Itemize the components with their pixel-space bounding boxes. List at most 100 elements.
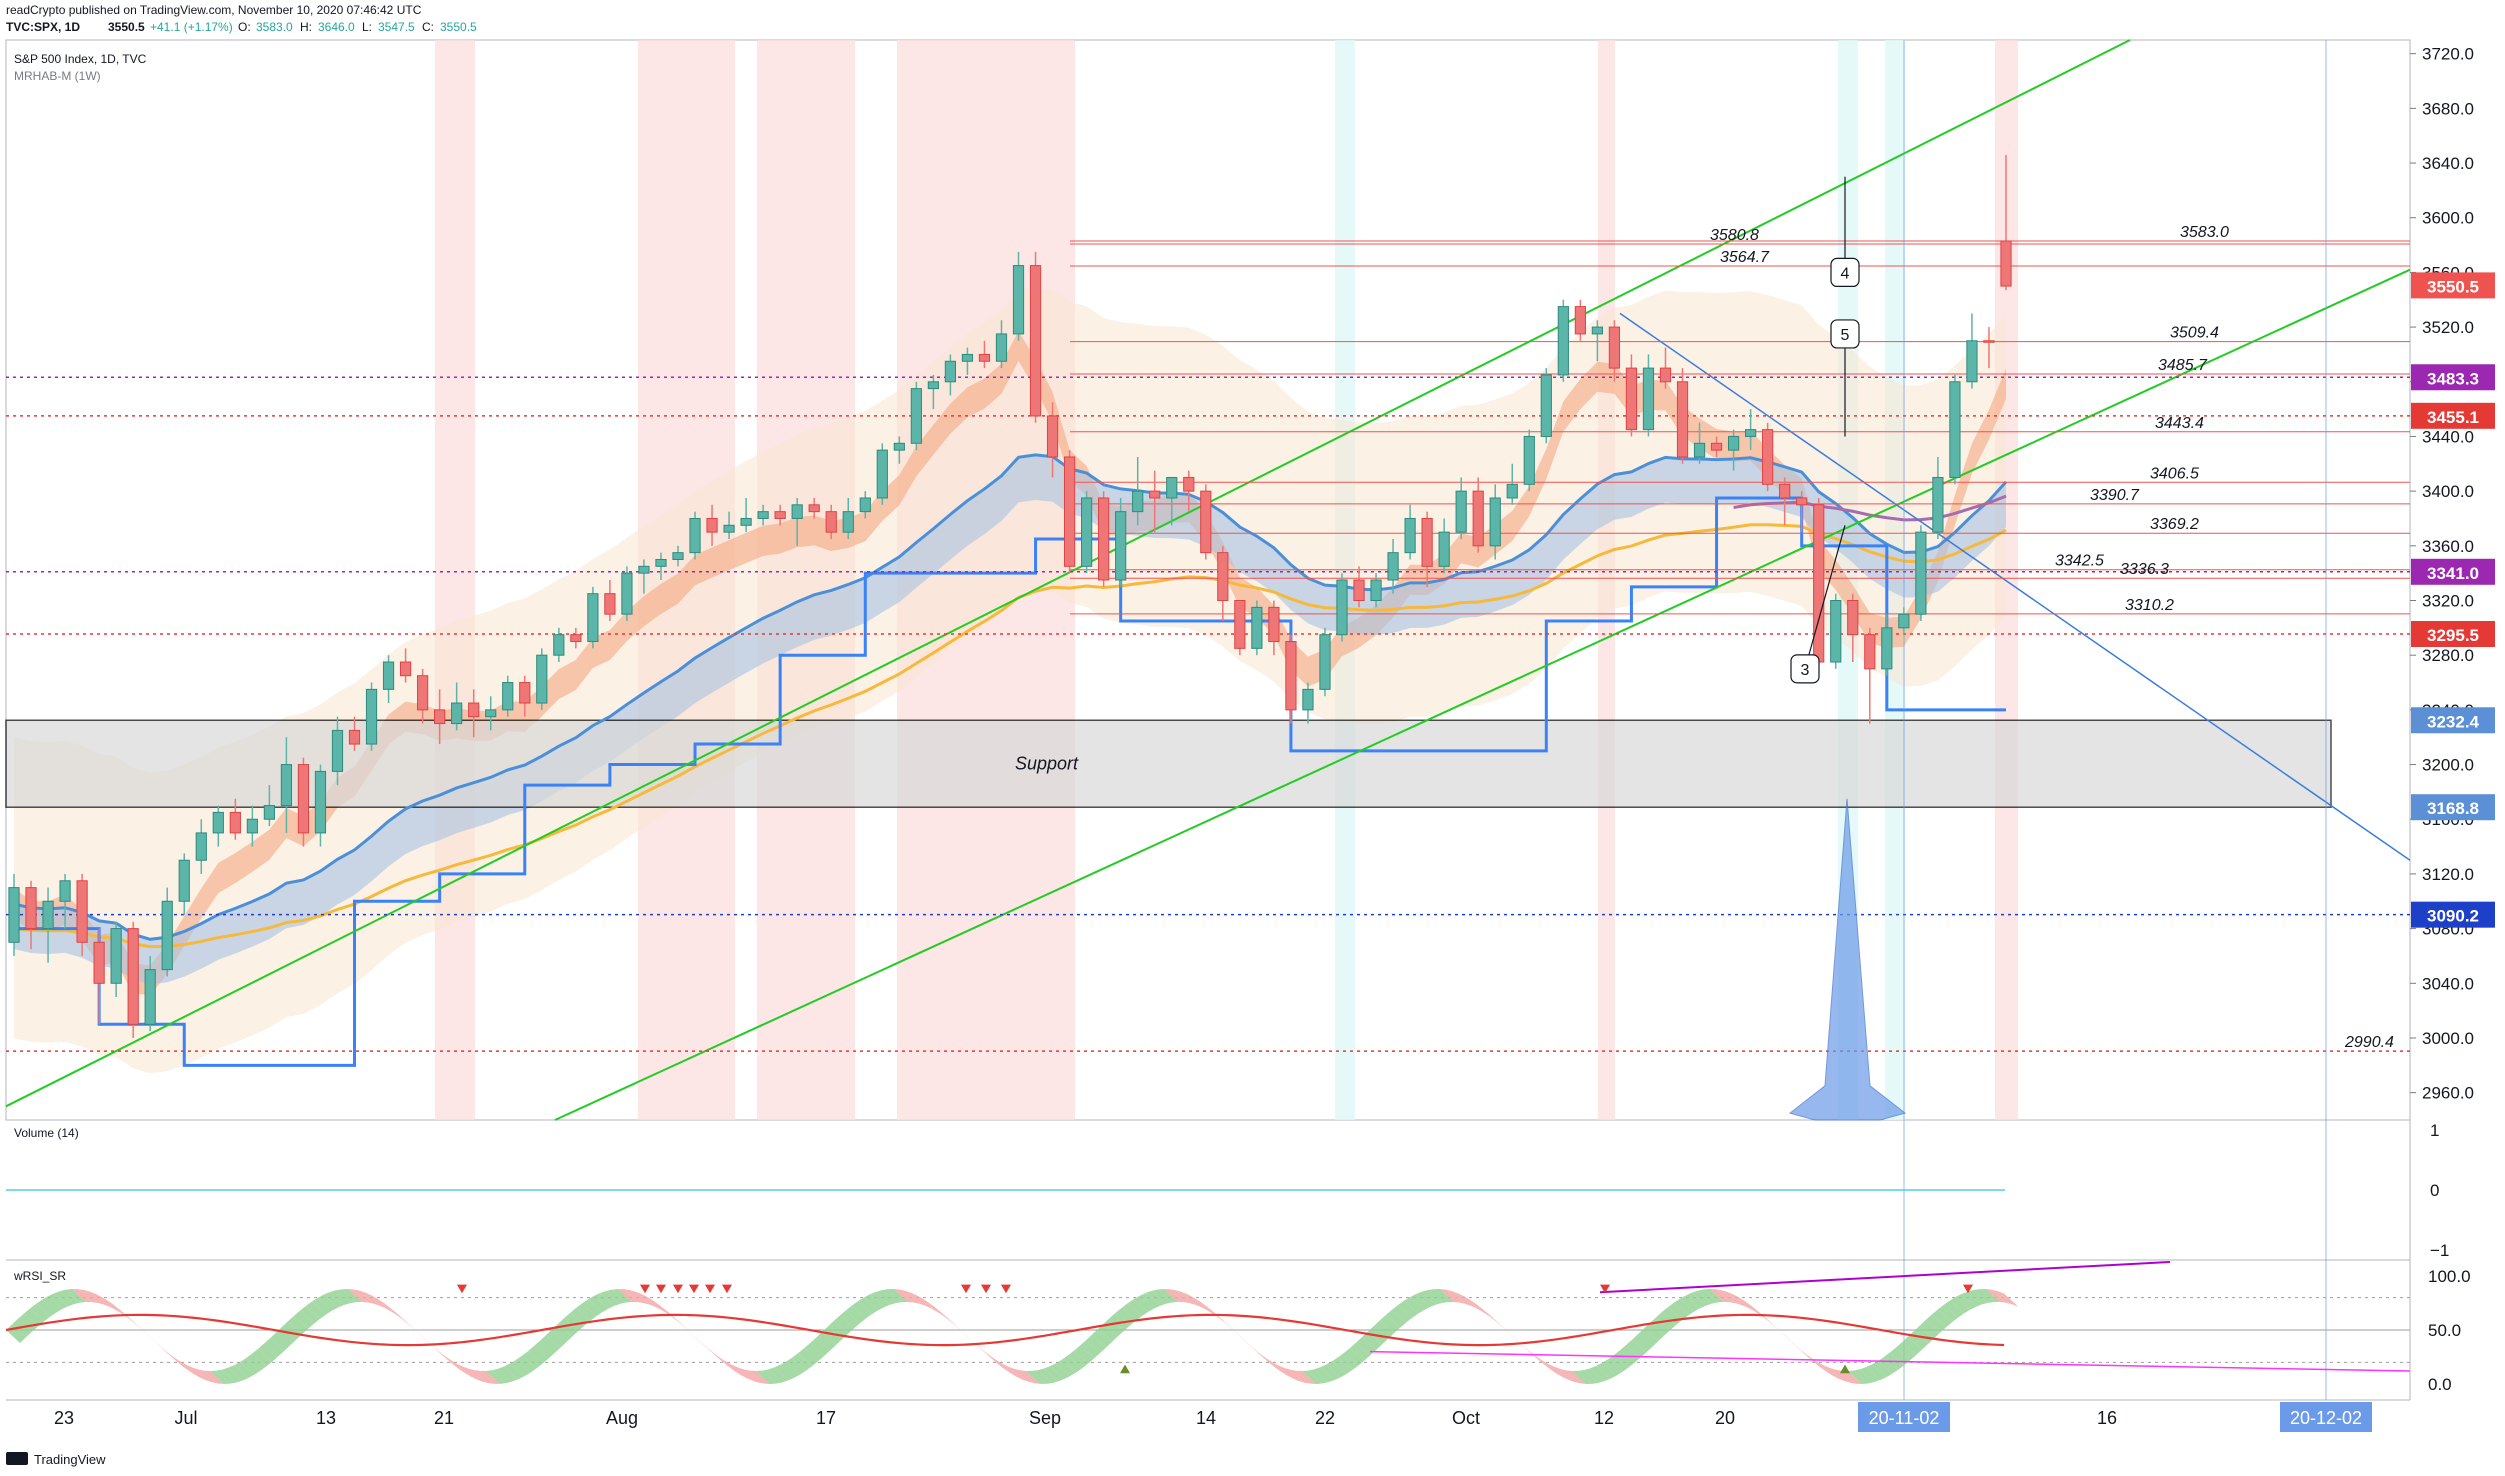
candle-body xyxy=(1353,579,1365,602)
highlight-band xyxy=(435,40,475,1120)
candle xyxy=(1693,422,1706,464)
rsi-ribbon-segment xyxy=(222,1367,242,1383)
x-tick-label: 20 xyxy=(1715,1408,1735,1428)
candle-body xyxy=(1166,476,1178,499)
rsi-ribbon-segment xyxy=(1248,1343,1268,1362)
rsi-ribbon-segment xyxy=(1896,1342,1916,1361)
price-tag-box xyxy=(2411,794,2495,821)
candle-body xyxy=(468,702,480,718)
candle-body xyxy=(8,887,20,943)
rsi-ribbon-segment xyxy=(1614,1350,1634,1368)
tradingview-logo-icon xyxy=(6,1452,28,1465)
x-tick-label: Oct xyxy=(1452,1408,1480,1428)
rsi-ribbon-segment xyxy=(1296,1370,1316,1384)
rsi-ribbon-segment xyxy=(1050,1363,1070,1380)
rsi-ribbon-segment xyxy=(1122,1303,1142,1321)
y-tick-label: 3200.0 xyxy=(2422,756,2474,775)
rsi-ribbon-segment xyxy=(1980,1289,2000,1303)
wave-label: 5 xyxy=(1841,327,1850,344)
rsi-ribbon-segment xyxy=(1344,1347,1364,1366)
candle-body xyxy=(1915,531,1927,615)
candle xyxy=(1915,525,1927,622)
x-tick-highlight xyxy=(1858,1402,1950,1432)
candle-body xyxy=(910,388,922,444)
rsi-ribbon-segment xyxy=(1686,1292,1706,1309)
rsi-ribbon-segment xyxy=(1272,1361,1292,1379)
rsi-sell-marker xyxy=(457,1284,467,1294)
price-tag: 3455.1 xyxy=(2411,402,2495,429)
candle xyxy=(740,497,752,533)
rsi-ribbon-segment xyxy=(1554,1366,1574,1382)
candle-body xyxy=(1336,579,1348,636)
candle-body xyxy=(1830,600,1842,663)
rsi-ribbon-segment xyxy=(492,1368,512,1384)
candle-body xyxy=(978,353,991,362)
downtrend-line xyxy=(1619,312,2411,861)
candle-body xyxy=(1302,688,1314,711)
candle-body xyxy=(229,811,241,834)
rsi-ribbon-segment xyxy=(648,1297,668,1315)
price-tag: 3550.5 xyxy=(2411,272,2495,299)
rsi-ribbon-segment xyxy=(984,1351,1004,1369)
price-tag: 3483.3 xyxy=(2411,364,2495,391)
candle-body xyxy=(672,552,684,560)
candle-body xyxy=(1319,634,1331,690)
price-tag-text: 3295.5 xyxy=(2427,626,2479,645)
rsi-ribbon-segment xyxy=(912,1293,932,1309)
candle-body xyxy=(655,558,667,567)
wave-box xyxy=(1830,319,1860,349)
rsi-ribbon-segment xyxy=(1998,1291,2018,1307)
rsi-ribbon-segment xyxy=(300,1305,320,1324)
rsi-ribbon-segment xyxy=(1860,1367,1880,1383)
candle xyxy=(1523,429,1535,492)
candle xyxy=(1983,327,1995,369)
rsi-ribbon-segment xyxy=(1524,1346,1544,1365)
rsi-signal-line xyxy=(5,1313,2005,1347)
rsi-ribbon-segment xyxy=(1080,1340,1100,1359)
rsi-ribbon-segment xyxy=(156,1342,176,1361)
level-annotation: 3390.7 xyxy=(2090,487,2140,504)
candle xyxy=(280,737,293,833)
rsi-ribbon-segment xyxy=(1434,1289,1454,1303)
volume-tick-label: 0 xyxy=(2430,1181,2439,1200)
rsi-ribbon-segment xyxy=(1086,1334,1106,1354)
candle-body xyxy=(570,634,582,643)
rsi-ribbon-segment xyxy=(66,1289,86,1303)
rsi-ribbon-segment xyxy=(1530,1351,1550,1370)
candle-body xyxy=(434,709,446,725)
rsi-ribbon-segment xyxy=(1386,1309,1406,1328)
rsi-ribbon-segment xyxy=(900,1289,920,1304)
rsi-ribbon-segment xyxy=(510,1359,530,1377)
candle xyxy=(536,648,548,710)
rsi-ribbon-segment xyxy=(312,1297,332,1315)
price-tag-box xyxy=(2411,272,2495,299)
rsi-ribbon-segment xyxy=(1938,1304,1958,1323)
volume-tick-label: 1 xyxy=(2430,1121,2439,1140)
x-tick-label: 23 xyxy=(54,1408,74,1428)
candle-body xyxy=(519,682,531,704)
candle xyxy=(348,716,361,751)
rsi-ribbon-segment xyxy=(1392,1305,1412,1323)
rsi-ribbon-segment xyxy=(1626,1339,1646,1359)
rsi-ribbon-segment xyxy=(42,1296,62,1313)
candle xyxy=(638,559,650,594)
rsi-ribbon-segment xyxy=(1674,1298,1694,1316)
candle xyxy=(1813,497,1825,676)
rsi-ribbon-segment xyxy=(60,1289,80,1305)
rsi-ribbon-segment xyxy=(1638,1328,1658,1348)
candle xyxy=(76,873,88,956)
rsi-ribbon-segment xyxy=(162,1347,182,1366)
candle-body xyxy=(1881,627,1893,670)
rsi-ribbon-segment xyxy=(1644,1322,1664,1342)
rsi-ribbon-segment xyxy=(282,1321,302,1340)
candle xyxy=(1642,354,1655,437)
candle-body xyxy=(723,524,735,533)
price-tag-text: 3483.3 xyxy=(2427,369,2479,388)
candle xyxy=(859,491,871,519)
rsi-ribbon-segment xyxy=(636,1291,656,1308)
rsi-ribbon-segment xyxy=(840,1310,860,1329)
price-tag-box xyxy=(2411,364,2495,391)
rsi-sell-marker xyxy=(656,1284,666,1294)
rsi-ribbon-segment xyxy=(150,1337,170,1356)
